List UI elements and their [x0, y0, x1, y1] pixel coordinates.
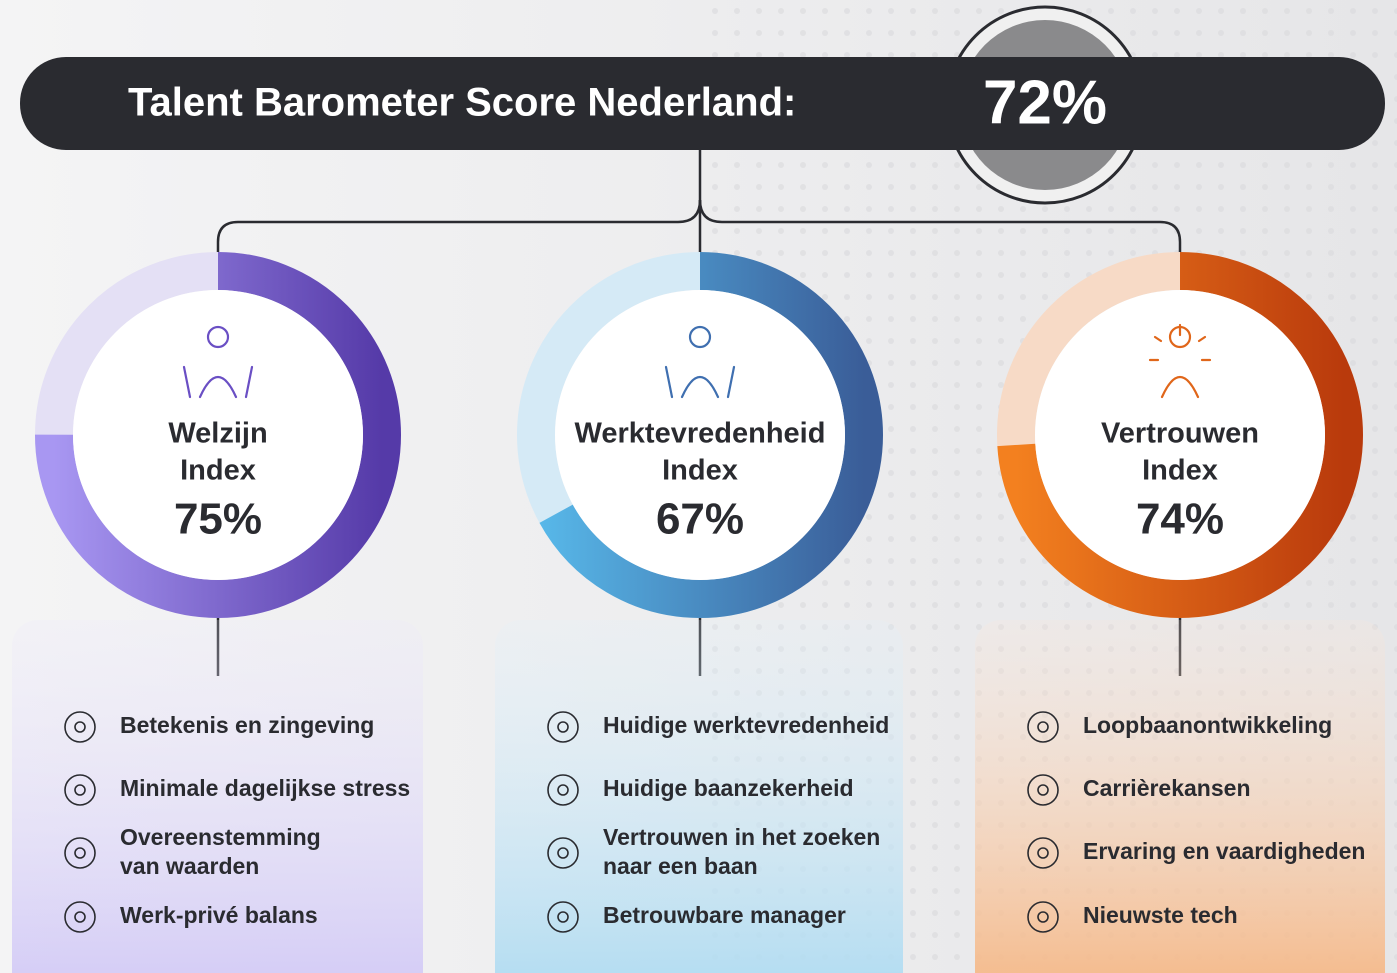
item-label: Ervaring en vaardigheden: [1083, 838, 1365, 864]
icon-head: [688, 325, 712, 349]
index-name: Vertrouwen: [1101, 418, 1259, 450]
item-label: van waarden: [120, 853, 259, 879]
index-value: 74%: [1136, 495, 1224, 544]
item-icon: [1027, 774, 1059, 806]
item-icon-dot: [557, 911, 569, 923]
item-icon: [1027, 711, 1059, 743]
item-icon: [547, 837, 579, 869]
icon-head: [206, 325, 230, 349]
item-icon-dot: [557, 784, 569, 796]
card: [12, 620, 423, 973]
item-icon-dot: [1037, 721, 1049, 733]
donut-arc: [35, 252, 401, 618]
index-subtitle: Index: [1142, 455, 1218, 487]
icon-body: [198, 376, 238, 399]
item-label: Overeenstemming: [120, 824, 321, 850]
icon-body: [1160, 376, 1200, 399]
item-icon-dot: [1037, 784, 1049, 796]
item-icon: [64, 837, 96, 869]
item-label: Vertrouwen in het zoeken: [603, 824, 880, 850]
donut-inner: [555, 290, 845, 580]
index-name: Werktevredenheid: [575, 418, 826, 450]
icon-accent: [182, 365, 254, 399]
item-icon-dot: [557, 847, 569, 859]
index-value: 67%: [656, 495, 744, 544]
index-icon: [664, 325, 736, 399]
item-icon: [64, 711, 96, 743]
item-icon-dot: [74, 721, 86, 733]
item-label: naar een baan: [603, 853, 758, 879]
title-bar: [20, 57, 1385, 150]
icon-accent: [664, 365, 736, 399]
item-label: Werk-privé balans: [120, 902, 318, 928]
score: 72%: [983, 68, 1107, 137]
item-icon-dot: [74, 847, 86, 859]
index-subtitle: Index: [662, 455, 738, 487]
item-icon: [64, 774, 96, 806]
item-label: Betrouwbare manager: [603, 902, 846, 928]
item-icon-dot: [557, 721, 569, 733]
item-label: Minimale dagelijkse stress: [120, 775, 410, 801]
icon-accent: [1148, 323, 1212, 362]
index-name: Welzijn: [168, 418, 267, 450]
donut-inner: [1035, 290, 1325, 580]
item-icon-dot: [1037, 847, 1049, 859]
title: Talent Barometer Score Nederland:: [128, 81, 796, 125]
index-subtitle: Index: [180, 455, 256, 487]
donut-arc: [517, 252, 883, 618]
item-icon: [1027, 837, 1059, 869]
card: [975, 620, 1385, 973]
item-label: Huidige baanzekerheid: [603, 775, 854, 801]
donut-inner: [73, 290, 363, 580]
cards: Welzijn Index 75% Betekenis en zingeving Min…: [12, 252, 1385, 973]
item-label: Huidige werktevredenheid: [603, 712, 889, 738]
item-icon: [547, 711, 579, 743]
item-icon: [547, 774, 579, 806]
item-icon-dot: [74, 784, 86, 796]
donut-arc: [997, 252, 1363, 618]
index-value: 75%: [174, 495, 262, 544]
item-label: Nieuwste tech: [1083, 902, 1238, 928]
item-icon: [64, 901, 96, 933]
item-label: Betekenis en zingeving: [120, 712, 374, 738]
index-icon: [1148, 323, 1212, 399]
item-label: Loopbaanontwikkeling: [1083, 712, 1332, 738]
item-label: Carrièrekansen: [1083, 775, 1251, 801]
item-icon: [1027, 901, 1059, 933]
icon-body: [680, 376, 720, 399]
index-icon: [182, 325, 254, 399]
item-icon: [547, 901, 579, 933]
card: [495, 620, 903, 973]
item-icon-dot: [1037, 911, 1049, 923]
item-icon-dot: [74, 911, 86, 923]
